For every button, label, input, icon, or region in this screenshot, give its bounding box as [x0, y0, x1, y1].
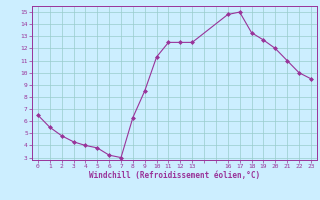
X-axis label: Windchill (Refroidissement éolien,°C): Windchill (Refroidissement éolien,°C) — [89, 171, 260, 180]
